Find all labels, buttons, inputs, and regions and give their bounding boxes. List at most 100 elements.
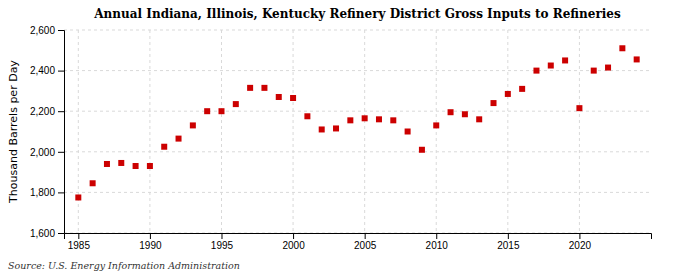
y-tick-label: 2,200 <box>30 106 55 117</box>
point <box>204 108 210 114</box>
y-tick-label: 2,600 <box>30 25 55 36</box>
grid-line-y <box>64 70 651 71</box>
y-tick-mark <box>58 192 64 193</box>
point <box>476 116 482 122</box>
chart: 1985 1990 1995 2000 2005 2010 2015 2020 1,600 1,8… <box>0 0 675 275</box>
y-tick-mark <box>58 152 64 153</box>
x-tick: 1995 <box>211 233 234 251</box>
y-axis-line <box>58 31 65 234</box>
points <box>75 45 639 200</box>
point <box>462 111 468 117</box>
grid-line-x <box>221 30 222 233</box>
grid-line-x <box>579 30 580 233</box>
y-tick-mark <box>58 71 64 72</box>
point <box>376 116 382 122</box>
y-tick-label: 2,400 <box>30 65 55 76</box>
y-tick-label: 1,800 <box>30 187 55 198</box>
point <box>104 161 110 167</box>
grid-line-x <box>149 30 150 233</box>
grid-line-x <box>507 30 508 233</box>
y-axis-title: Thousand Barrels per Day <box>7 60 20 204</box>
y-tick-mark <box>58 233 64 234</box>
x-tick-mark <box>150 233 151 239</box>
point <box>290 95 296 101</box>
point <box>304 113 310 119</box>
point <box>634 56 640 62</box>
grid-line-x <box>78 30 79 233</box>
point <box>576 105 582 111</box>
point <box>90 180 96 186</box>
x-tick-label: 1985 <box>68 240 91 251</box>
x-tick-mark <box>365 233 366 239</box>
grid-line-x <box>293 30 294 233</box>
y-tick: 2,400 <box>30 65 64 76</box>
x-tick-label: 1995 <box>211 240 234 251</box>
x-tick: 1990 <box>139 233 162 251</box>
y-tick-label: 2,000 <box>30 147 55 158</box>
plot-area: 1985 1990 1995 2000 2005 2010 2015 2020 1,600 1,8… <box>30 25 652 251</box>
point <box>533 68 539 74</box>
point <box>548 63 554 69</box>
point <box>218 108 224 114</box>
point <box>519 86 525 92</box>
x-tick-mark <box>78 233 79 239</box>
x-tick: 2010 <box>426 233 449 251</box>
x-tick-label: 2015 <box>497 240 520 251</box>
x-tick-label: 2020 <box>569 240 592 251</box>
point <box>319 126 325 132</box>
x-tick: 2000 <box>282 233 305 251</box>
grid-line-x <box>436 30 437 233</box>
x-tick-label: 1990 <box>139 240 162 251</box>
x-tick-mark <box>579 233 580 239</box>
point <box>405 129 411 135</box>
grid-line-y <box>64 111 651 112</box>
y-tick: 1,800 <box>30 187 64 198</box>
title: Annual Indiana, Illinois, Kentucky Refin… <box>93 7 621 21</box>
point <box>176 136 182 142</box>
x-tick-mark <box>221 233 222 239</box>
point <box>247 85 253 91</box>
point <box>75 194 81 200</box>
x-tick: 2005 <box>354 233 377 251</box>
y-tick-mark <box>58 30 64 31</box>
x-tick: 1985 <box>68 233 91 251</box>
x-axis-line <box>65 234 652 240</box>
x-tick-label: 2010 <box>426 240 449 251</box>
point <box>505 91 511 97</box>
x-axis: 1985 1990 1995 2000 2005 2010 2015 2020 <box>65 233 652 251</box>
y-axis: 1,600 1,800 2,000 2,200 2,400 2,600 <box>30 25 65 239</box>
grid-line-x <box>364 30 365 233</box>
x-tick-label: 2000 <box>282 240 305 251</box>
point <box>619 45 625 51</box>
point <box>233 101 239 107</box>
point <box>276 94 282 100</box>
x-tick-label: 2005 <box>354 240 377 251</box>
point <box>333 125 339 131</box>
point <box>562 57 568 63</box>
point <box>347 117 353 123</box>
point <box>448 109 454 115</box>
point <box>419 147 425 153</box>
point <box>605 65 611 71</box>
point <box>261 85 267 91</box>
x-tick: 2015 <box>497 233 520 251</box>
point <box>133 163 139 169</box>
x-tick-mark <box>436 233 437 239</box>
x-tick: 2020 <box>569 233 592 251</box>
annotation: Source: U.S. Energy Information Administ… <box>8 260 240 271</box>
y-tick-label: 1,600 <box>30 228 55 239</box>
y-tick: 2,000 <box>30 147 64 158</box>
point <box>591 68 597 74</box>
point <box>161 144 167 150</box>
point <box>390 117 396 123</box>
point <box>118 160 124 166</box>
grid-line-y <box>64 30 651 31</box>
grid <box>64 30 651 233</box>
y-tick-mark <box>58 111 64 112</box>
point <box>433 122 439 128</box>
point <box>362 115 368 121</box>
grid-line-y <box>64 192 651 193</box>
x-tick-mark <box>508 233 509 239</box>
x-tick-mark <box>293 233 294 239</box>
y-tick: 2,200 <box>30 106 64 117</box>
